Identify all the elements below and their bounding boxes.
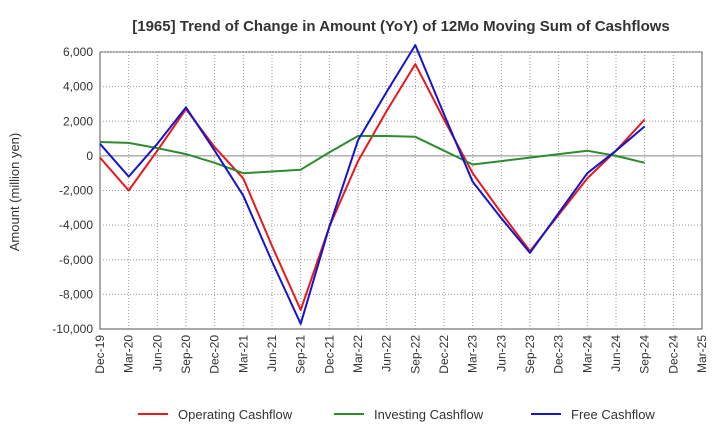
x-tick-label: Sep-23 [523, 335, 537, 374]
y-tick-label: -8,000 [59, 287, 93, 301]
y-tick-label: 2,000 [63, 114, 93, 128]
y-tick-label: 6,000 [63, 45, 93, 59]
legend-label: Investing Cashflow [374, 407, 484, 422]
plot-area [99, 51, 703, 330]
series-lines [99, 44, 646, 325]
legend-label: Operating Cashflow [178, 407, 293, 422]
series-line-free-cashflow [99, 44, 646, 325]
x-tick-label: Jun-20 [150, 335, 164, 372]
x-tick-label: Dec-21 [322, 335, 336, 374]
y-tick-label: -10,000 [52, 322, 93, 336]
x-tick-label: Sep-20 [179, 335, 193, 374]
legend: Operating Cashflow Investing Cashflow Free… [138, 407, 655, 422]
y-tick-label: 0 [86, 149, 93, 163]
x-tick-label: Jun-22 [380, 335, 394, 372]
series-line-investing-cashflow [99, 135, 645, 175]
y-axis-title: Amount (million yen) [7, 133, 22, 252]
y-tick-label: -6,000 [59, 253, 93, 267]
x-tick-label: Dec-20 [208, 335, 222, 374]
x-tick-label: Sep-22 [408, 335, 422, 374]
chart-title: [1965] Trend of Change in Amount (YoY) o… [132, 18, 670, 35]
x-tick-label: Jun-23 [494, 335, 508, 372]
x-tick-label: Sep-21 [294, 335, 308, 374]
x-tick-label: Mar-24 [580, 335, 594, 373]
x-axis: Dec-19 Mar-20 Jun-20 Sep-20 Dec-20 Mar-21 Jun-… [93, 335, 709, 374]
x-tick-label: Dec-24 [666, 335, 680, 374]
x-tick-label: Mar-21 [236, 335, 250, 373]
x-tick-label: Dec-23 [552, 335, 566, 374]
y-tick-label: -2,000 [59, 184, 93, 198]
x-tick-label: Sep-24 [638, 335, 652, 374]
x-tick-label: Jun-24 [609, 335, 623, 372]
x-tick-label: Dec-19 [93, 335, 107, 374]
x-tick-label: Mar-20 [122, 335, 136, 373]
y-tick-label: -4,000 [59, 218, 93, 232]
x-tick-label: Mar-25 [695, 335, 709, 373]
y-axis: 6,000 4,000 2,000 0 -2,000 -4,000 -6,000 -8,000… [52, 45, 93, 336]
x-tick-label: Jun-21 [265, 335, 279, 372]
legend-label: Free Cashflow [571, 407, 655, 422]
y-tick-label: 4,000 [63, 80, 93, 94]
x-tick-label: Mar-23 [466, 335, 480, 373]
x-tick-label: Mar-22 [351, 335, 365, 373]
x-tick-label: Dec-22 [437, 335, 451, 374]
